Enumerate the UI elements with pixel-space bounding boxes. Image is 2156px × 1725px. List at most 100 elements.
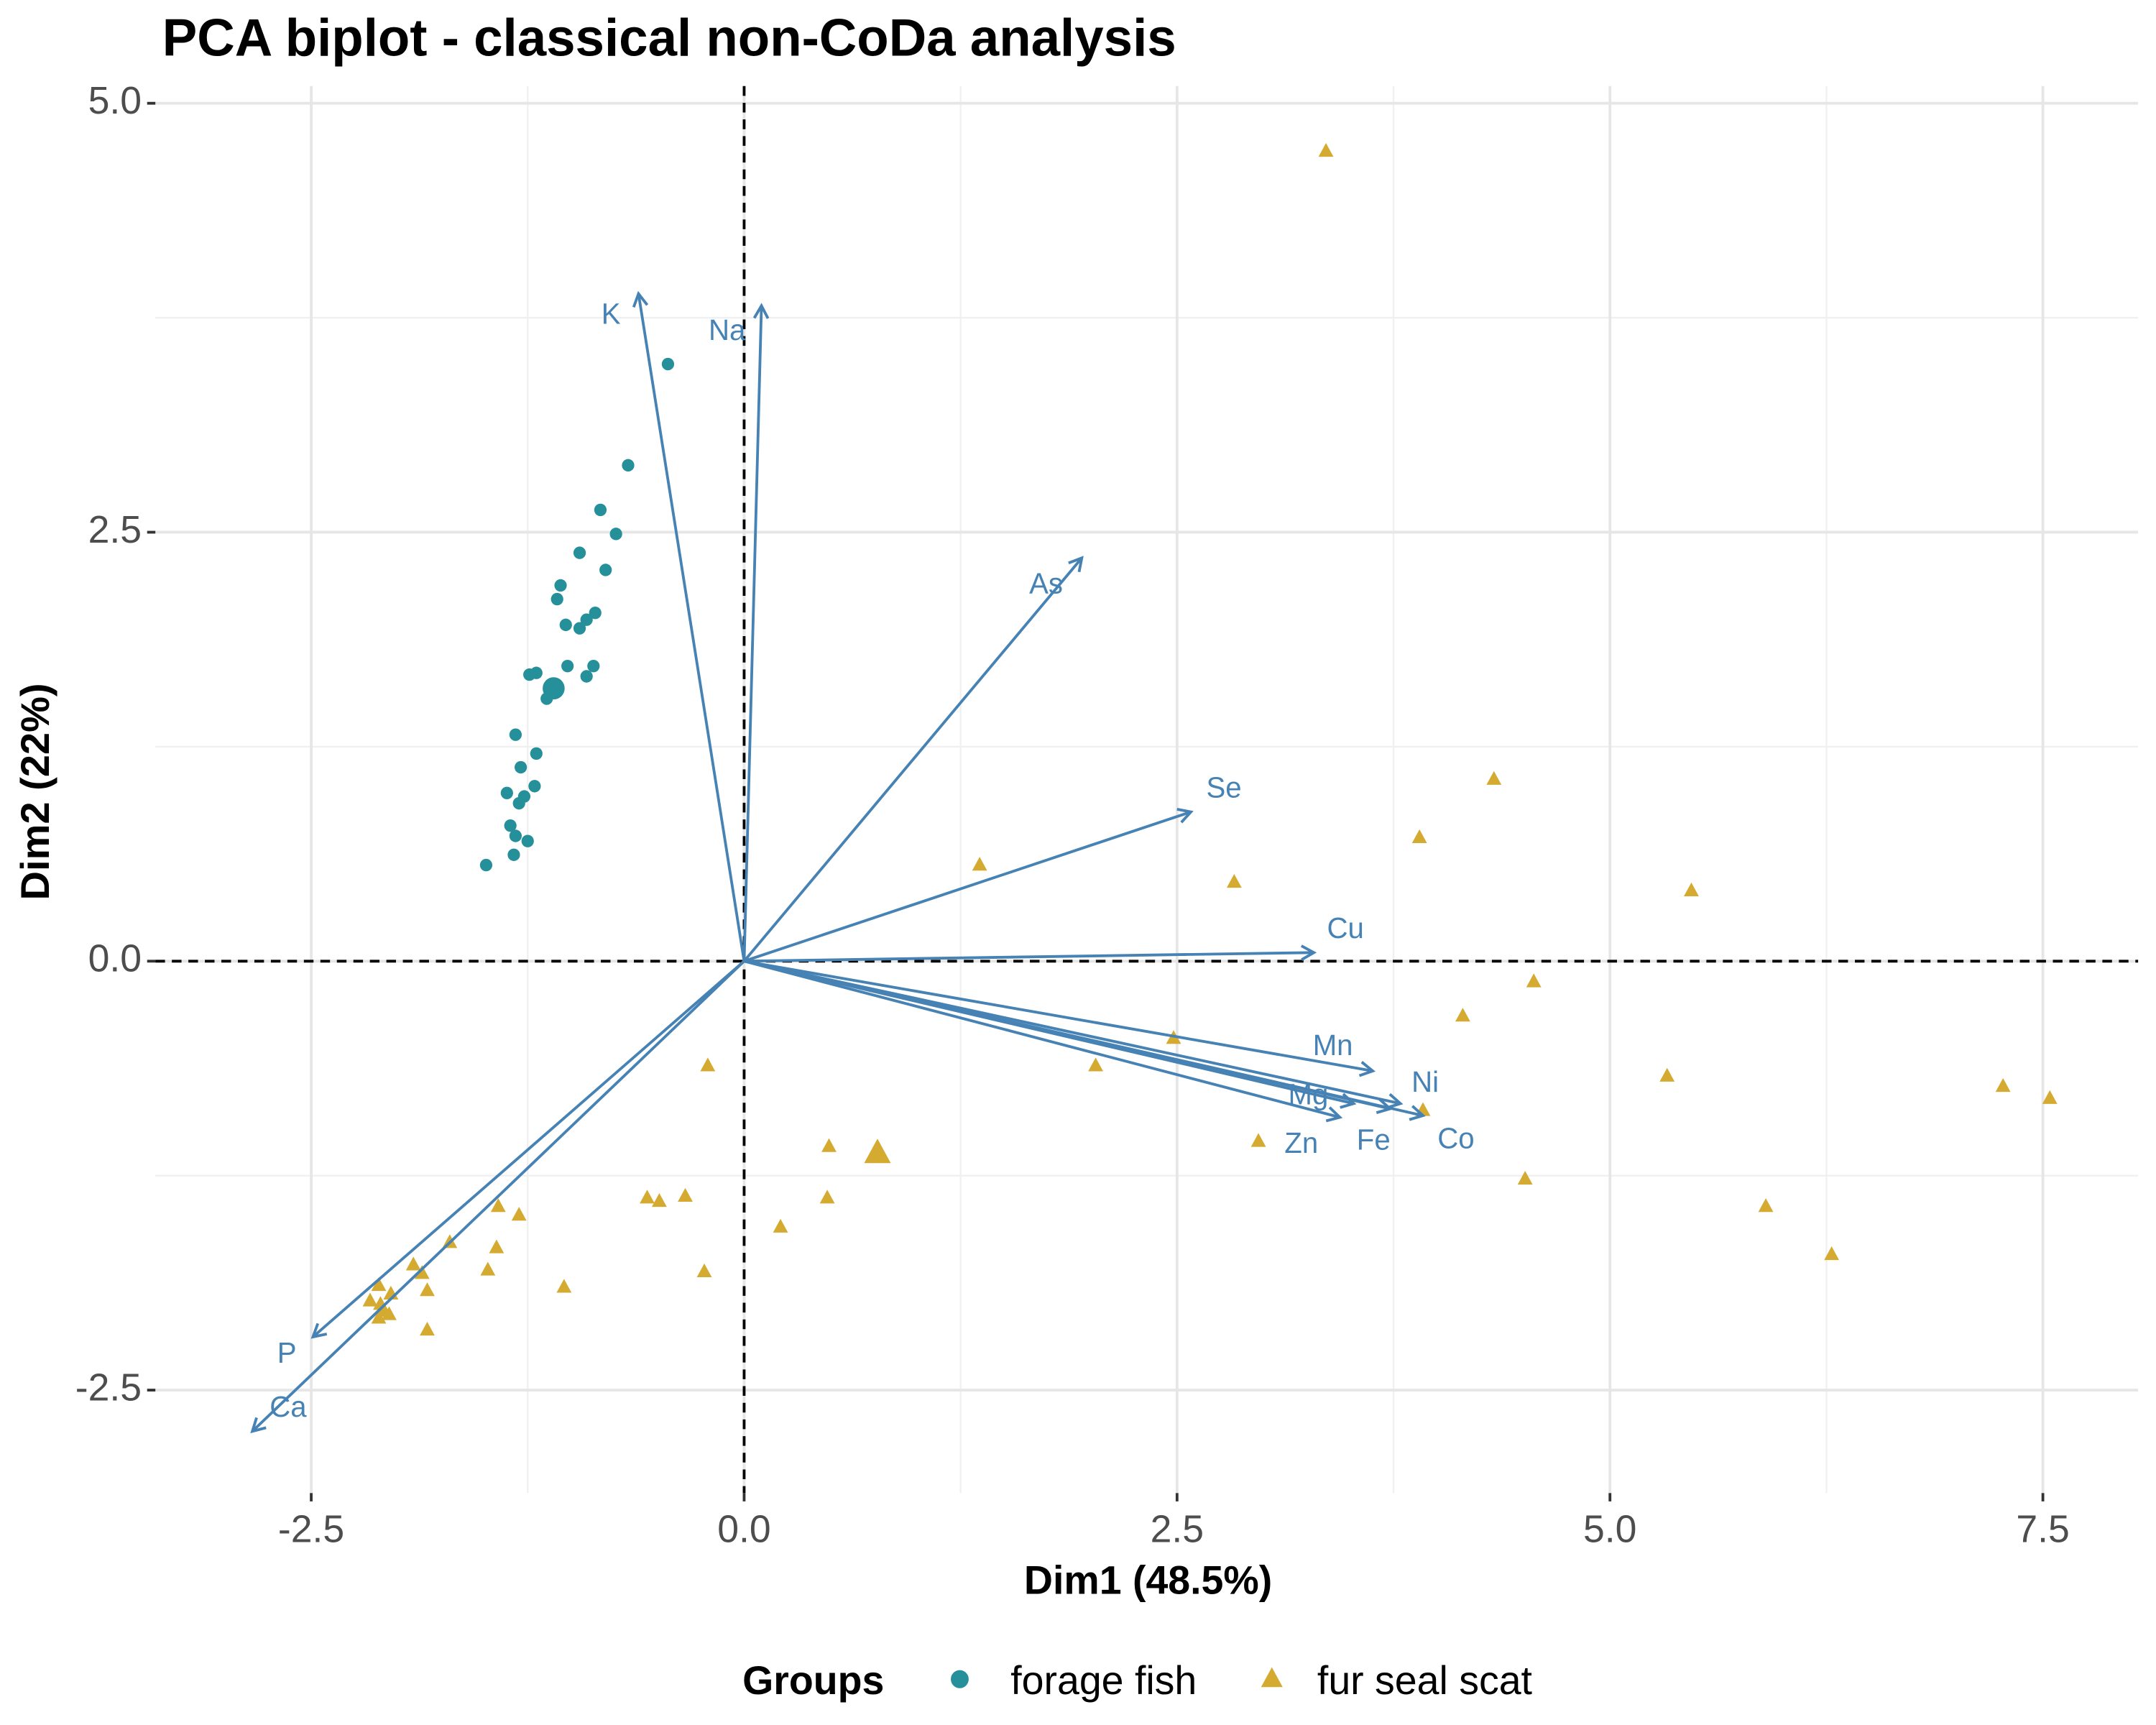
point bbox=[509, 728, 522, 741]
loading-vector bbox=[743, 812, 1191, 963]
point bbox=[523, 668, 536, 681]
point bbox=[554, 579, 567, 592]
point bbox=[507, 848, 520, 861]
vector-label: Mn bbox=[1313, 1029, 1353, 1062]
vector-label: Fe bbox=[1357, 1123, 1391, 1156]
vector-label: Zn bbox=[1284, 1126, 1318, 1159]
loading-vector bbox=[744, 960, 1373, 1071]
point bbox=[528, 780, 541, 793]
point bbox=[556, 1279, 572, 1293]
point bbox=[420, 1282, 435, 1297]
loading-vector bbox=[252, 960, 745, 1431]
point bbox=[651, 1192, 667, 1208]
legend-marker bbox=[951, 1670, 969, 1688]
point bbox=[512, 796, 525, 810]
x-axis-title: Dim1 (48.5%) bbox=[1024, 1558, 1272, 1602]
vector-label: Na bbox=[709, 313, 746, 346]
loading-vector bbox=[742, 305, 761, 962]
vector-label: Ni bbox=[1411, 1065, 1439, 1098]
point bbox=[700, 1057, 716, 1072]
point bbox=[573, 546, 586, 559]
vector-label: P bbox=[277, 1336, 297, 1369]
point bbox=[559, 618, 572, 632]
point bbox=[530, 747, 543, 760]
vector-label: As bbox=[1029, 566, 1063, 599]
legend-title: Groups bbox=[742, 1658, 884, 1703]
vector-label: K bbox=[602, 297, 621, 330]
point bbox=[1995, 1078, 2011, 1092]
chart-title: PCA biplot - classical non-CoDa analysis bbox=[162, 9, 1176, 67]
point bbox=[1250, 1133, 1266, 1147]
x-tick-label: 0.0 bbox=[717, 1507, 770, 1550]
x-tick-label: 7.5 bbox=[2016, 1507, 2069, 1550]
loading-vector bbox=[638, 294, 746, 962]
point bbox=[972, 857, 987, 871]
point bbox=[1455, 1008, 1470, 1022]
centroid bbox=[543, 677, 565, 700]
point bbox=[1486, 770, 1502, 785]
loading-vector bbox=[744, 952, 1314, 963]
x-tick-label: 2.5 bbox=[1151, 1507, 1204, 1550]
point bbox=[1411, 829, 1427, 844]
point bbox=[371, 1310, 387, 1324]
y-tick-label: 5.0 bbox=[88, 79, 142, 122]
point bbox=[489, 1239, 505, 1254]
point bbox=[580, 670, 593, 683]
point bbox=[1824, 1246, 1840, 1261]
point bbox=[580, 613, 593, 626]
point bbox=[1684, 882, 1699, 897]
legend-marker bbox=[1261, 1667, 1283, 1688]
point bbox=[362, 1292, 378, 1307]
point bbox=[371, 1276, 387, 1292]
vector-label: Co bbox=[1437, 1121, 1474, 1154]
point bbox=[1526, 973, 1542, 988]
point bbox=[500, 786, 513, 800]
point bbox=[504, 819, 517, 832]
point bbox=[405, 1256, 421, 1271]
point bbox=[661, 357, 675, 371]
point bbox=[1517, 1170, 1533, 1185]
point bbox=[640, 1190, 655, 1204]
point bbox=[1088, 1057, 1103, 1072]
point bbox=[1659, 1067, 1675, 1082]
grid: -2.5 0.0 2.5 5.0 7.5 -2.5 0.0 2.5 5.0 bbox=[75, 79, 2139, 1551]
point bbox=[696, 1263, 712, 1278]
point bbox=[589, 606, 602, 620]
y-tick-label: -2.5 bbox=[75, 1366, 142, 1409]
loading-vector bbox=[743, 960, 1340, 1117]
loading-vector bbox=[313, 960, 745, 1337]
point bbox=[773, 1218, 788, 1233]
point bbox=[550, 592, 563, 606]
y-tick-label: 2.5 bbox=[88, 508, 142, 551]
centroid bbox=[864, 1138, 891, 1164]
point bbox=[521, 834, 534, 847]
point bbox=[490, 1198, 506, 1213]
point bbox=[594, 503, 607, 517]
vector-label: Ca bbox=[270, 1390, 307, 1423]
point bbox=[2042, 1090, 2058, 1104]
point bbox=[414, 1265, 430, 1279]
point bbox=[420, 1322, 435, 1336]
point bbox=[609, 528, 622, 540]
point bbox=[561, 659, 574, 673]
legend-label: fur seal scat bbox=[1317, 1658, 1533, 1703]
point bbox=[587, 659, 600, 673]
point bbox=[622, 459, 635, 472]
point bbox=[1758, 1198, 1774, 1213]
point bbox=[515, 760, 528, 774]
point bbox=[678, 1187, 693, 1202]
point bbox=[821, 1138, 837, 1152]
loading-vector bbox=[742, 558, 1082, 962]
point bbox=[509, 829, 522, 842]
vector-label: Se bbox=[1206, 770, 1241, 804]
point bbox=[599, 564, 612, 576]
point bbox=[382, 1306, 397, 1320]
point bbox=[1318, 143, 1334, 157]
x-tick-label: -2.5 bbox=[278, 1507, 344, 1550]
point bbox=[511, 1207, 527, 1221]
point bbox=[1226, 873, 1242, 888]
x-tick-label: 5.0 bbox=[1583, 1507, 1636, 1550]
y-tick-label: 0.0 bbox=[88, 937, 142, 980]
